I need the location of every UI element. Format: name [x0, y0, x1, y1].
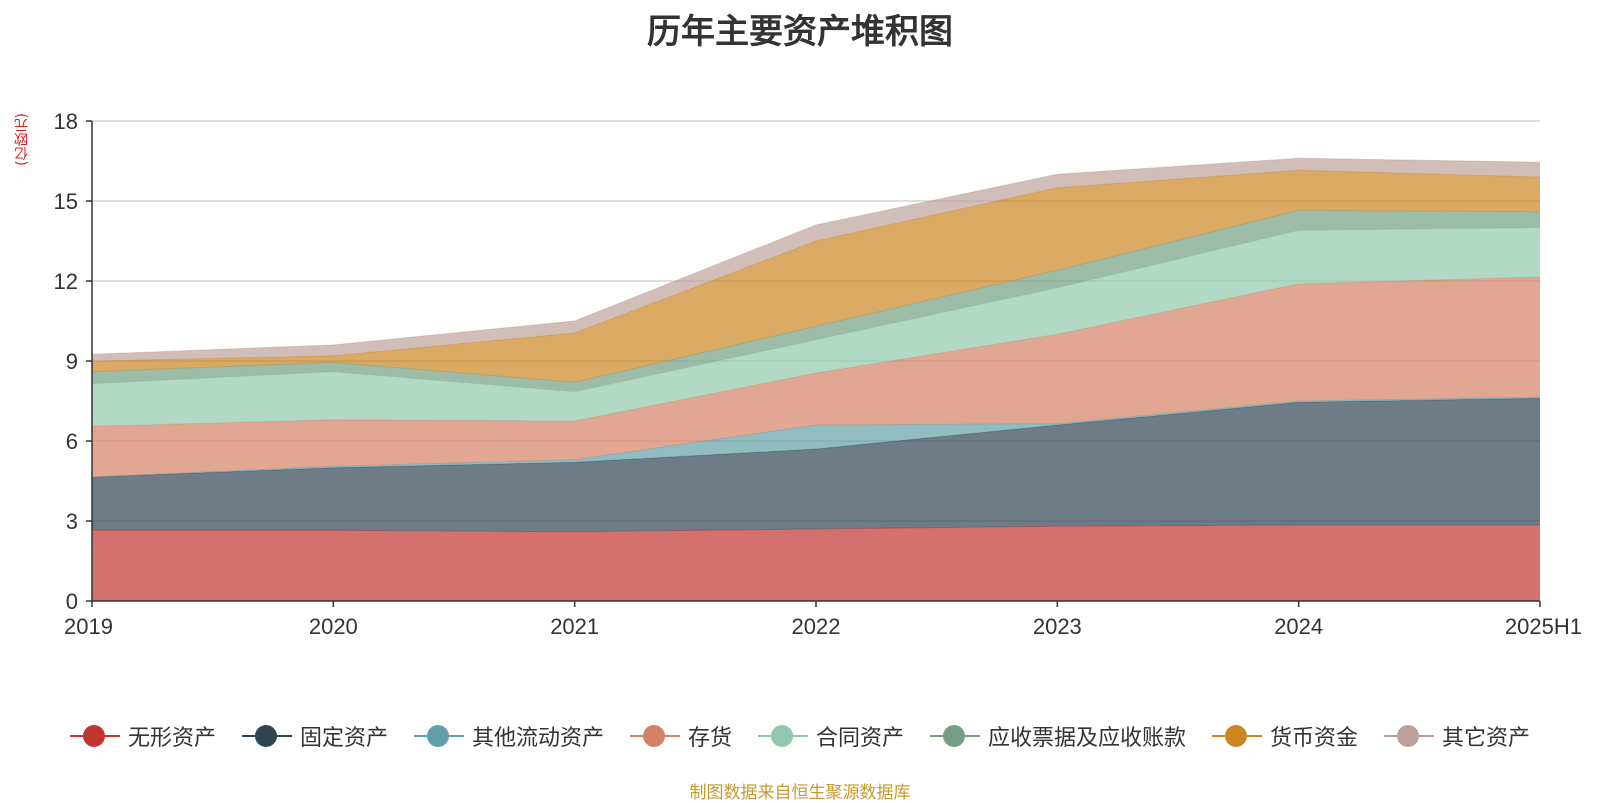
y-tick-label-6: 6 — [66, 429, 78, 454]
legend-item-8[interactable]: 其它资产 — [1384, 720, 1530, 752]
x-tick-label-2025H1: 2025H1 — [1505, 614, 1582, 639]
legend-label: 货币资金 — [1270, 726, 1359, 751]
x-tick-label-2024: 2024 — [1274, 614, 1323, 639]
legend-marker-icon — [241, 724, 292, 748]
legend-item-6[interactable]: 应收票据及应收账款 — [930, 720, 1186, 752]
stacked-area-chart: 0 3 6 9 12 15 18 2019 2020 2021 2022 2023 2024 2025H1 — [54, 109, 1582, 639]
legend-marker-icon — [413, 724, 464, 748]
x-tick-label-2021: 2021 — [550, 614, 599, 639]
legend-marker-icon — [930, 724, 981, 748]
y-tick-label-18: 18 — [54, 109, 78, 134]
legend-label: 应收票据及应收账款 — [988, 726, 1187, 751]
legend-label: 其它资产 — [1442, 726, 1531, 751]
legend-item-2[interactable]: 固定资产 — [241, 720, 388, 752]
legend-item-4[interactable]: 存货 — [629, 720, 732, 752]
x-tick-label-2020: 2020 — [309, 614, 358, 639]
legend-label: 其他流动资产 — [471, 726, 604, 751]
axes: 0 3 6 9 12 15 18 2019 2020 2021 2022 2023 2024 2025H1 — [54, 109, 1582, 639]
x-tick-label-2019: 2019 — [64, 614, 113, 639]
y-tick-label-3: 3 — [66, 509, 78, 534]
y-tick-label-9: 9 — [66, 349, 78, 374]
area-series-4 — [92, 277, 1540, 477]
area-series-layer — [91, 157, 1541, 601]
legend: 无形资产 固定资产 其他流动资产 存货 合同资产 应收票据及应收账款 货币资金 其它资产 — [0, 720, 1600, 752]
legend-label: 存货 — [687, 726, 732, 751]
data-source-note: 制图数据来自恒生聚源数据库 — [689, 783, 911, 803]
legend-marker-icon — [1384, 724, 1435, 748]
chart-title: 历年主要资产堆积图 — [647, 12, 953, 52]
legend-item-5[interactable]: 合同资产 — [758, 720, 904, 752]
legend-item-1[interactable]: 无形资产 — [69, 720, 216, 752]
legend-item-7[interactable]: 货币资金 — [1212, 720, 1358, 752]
area-edge-8 — [91, 157, 1541, 355]
area-series-7 — [92, 170, 1540, 383]
legend-marker-icon — [69, 724, 120, 748]
legend-marker-icon — [1212, 724, 1263, 748]
y-tick-label-0: 0 — [66, 589, 78, 614]
y-tick-label-15: 15 — [54, 189, 78, 214]
legend-label: 无形资产 — [127, 726, 216, 751]
y-tick-label-12: 12 — [54, 269, 78, 294]
x-tick-label-2023: 2023 — [1033, 614, 1082, 639]
legend-item-3[interactable]: 其他流动资产 — [413, 720, 604, 752]
legend-label: 合同资产 — [816, 726, 905, 751]
area-series-3 — [92, 397, 1540, 477]
legend-label: 固定资产 — [299, 726, 388, 751]
legend-marker-icon — [629, 724, 680, 748]
area-series-5 — [92, 227, 1540, 427]
area-series-2 — [92, 398, 1540, 532]
legend-marker-icon — [758, 724, 808, 748]
x-tick-label-2022: 2022 — [792, 614, 841, 639]
area-series-1 — [92, 525, 1540, 601]
area-series-6 — [92, 210, 1540, 392]
